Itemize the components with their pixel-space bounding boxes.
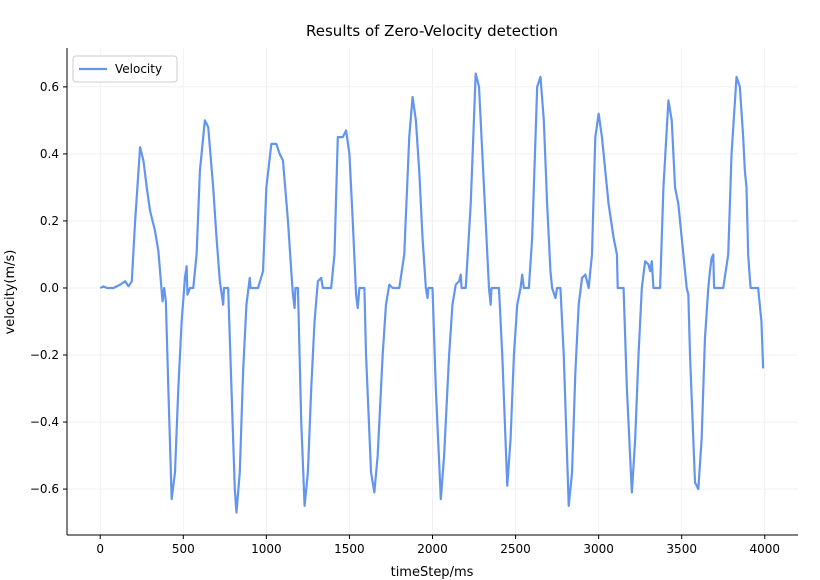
y-tick-label: −0.4 [30, 415, 59, 429]
x-tick-label: 500 [172, 542, 195, 556]
legend-box [72, 55, 178, 83]
chart-title: Results of Zero-Velocity detection [306, 22, 558, 40]
y-tick-label: 0.4 [40, 147, 59, 161]
y-tick-label: 0.6 [40, 80, 59, 94]
y-tick-label: 0.0 [40, 281, 59, 295]
legend-label: Velocity [115, 62, 162, 76]
x-tick-label: 1000 [251, 542, 282, 556]
x-tick-label: 3500 [666, 542, 697, 556]
y-axis-label: velocity(m/s) [3, 250, 18, 335]
x-tick-label: 2000 [417, 542, 448, 556]
x-tick-label: 4000 [749, 542, 780, 556]
y-tick-label: −0.6 [30, 482, 59, 496]
x-tick-label: 2500 [500, 542, 531, 556]
x-tick-label: 0 [96, 542, 104, 556]
y-tick-label: 0.2 [40, 214, 59, 228]
data-line [99, 72, 765, 514]
x-axis-label: timeStep/ms [391, 565, 474, 580]
y-tick-label: −0.2 [30, 348, 59, 362]
x-tick-label: 1500 [334, 542, 365, 556]
x-tick-label: 3000 [583, 542, 614, 556]
